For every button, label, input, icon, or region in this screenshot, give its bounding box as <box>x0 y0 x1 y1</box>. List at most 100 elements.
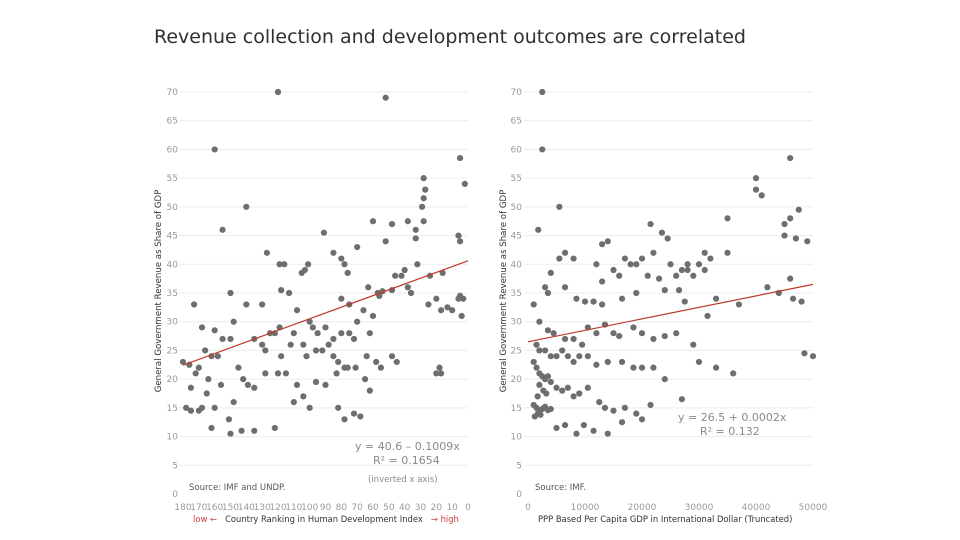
left-x-tick-label: 120 <box>269 503 286 513</box>
left-x-tick-label: 30 <box>415 503 427 513</box>
scatter-point <box>214 353 221 360</box>
right-y-tick-label: 45 <box>511 232 522 242</box>
scatter-point <box>647 220 654 228</box>
scatter-point <box>225 416 233 423</box>
scatter-point <box>192 370 199 377</box>
scatter-point <box>616 272 623 279</box>
scatter-point <box>593 330 600 337</box>
right-y-tick-label: 20 <box>511 375 523 385</box>
scatter-point <box>584 384 591 391</box>
left-x-tick-label: 10 <box>446 503 458 513</box>
scatter-point <box>535 226 542 233</box>
scatter-point <box>781 220 788 228</box>
scatter-point <box>553 353 560 360</box>
scatter-point <box>547 353 554 360</box>
scatter-point <box>658 229 666 236</box>
scatter-point <box>420 195 427 202</box>
scatter-point <box>618 295 626 302</box>
scatter-point <box>533 341 540 348</box>
right-y-tick-label: 60 <box>511 145 523 155</box>
scatter-point <box>360 307 367 314</box>
scatter-point <box>633 410 640 417</box>
scatter-point <box>262 347 269 354</box>
scatter-point <box>537 411 544 418</box>
scatter-point <box>701 266 708 274</box>
left-y-tick-label: 5 <box>172 461 178 471</box>
scatter-point <box>350 335 358 343</box>
scatter-point <box>787 215 794 222</box>
left-y-tick-label: 50 <box>167 203 179 213</box>
scatter-point <box>382 94 389 101</box>
scatter-point <box>593 361 600 368</box>
scatter-point <box>227 430 234 437</box>
scatter-point <box>322 381 329 388</box>
scatter-point <box>789 295 797 302</box>
left-y-tick-label: 10 <box>167 433 179 443</box>
scatter-point <box>584 353 591 360</box>
scatter-point <box>183 404 190 411</box>
scatter-point <box>338 255 345 262</box>
scatter-point <box>650 364 657 371</box>
scatter-point <box>344 269 351 276</box>
left-gridlines <box>179 91 468 466</box>
scatter-point <box>287 341 294 348</box>
scatter-point <box>661 376 668 383</box>
scatter-point <box>630 364 637 371</box>
scatter-point <box>377 364 385 371</box>
left-x-tick-label: 180 <box>174 503 191 513</box>
scatter-point <box>539 88 546 96</box>
scatter-point <box>369 312 377 320</box>
scatter-point <box>667 261 674 268</box>
scatter-point <box>534 393 541 400</box>
scatter-point <box>217 381 225 388</box>
scatter-point <box>373 358 380 366</box>
scatter-point <box>701 249 708 256</box>
scatter-point <box>285 289 293 297</box>
scatter-point <box>259 301 266 308</box>
scatter-point <box>330 335 337 343</box>
left-x-tick-label: 100 <box>301 503 318 513</box>
scatter-point <box>570 335 577 343</box>
right-gridlines <box>524 91 813 466</box>
scatter-point <box>306 318 313 325</box>
scatter-point <box>312 347 320 354</box>
scatter-point <box>202 347 209 354</box>
scatter-point <box>433 295 440 302</box>
scatter-point <box>263 249 271 256</box>
scatter-point <box>599 301 606 308</box>
scatter-point <box>437 370 445 377</box>
scatter-point <box>713 295 720 302</box>
scatter-point <box>314 330 321 337</box>
scatter-point <box>412 235 419 242</box>
scatter-point <box>341 416 348 423</box>
scatter-point <box>707 255 714 262</box>
scatter-point <box>553 424 560 432</box>
scatter-point <box>644 272 651 279</box>
right-equation: y = 26.5 + 0.0002x <box>678 411 787 424</box>
scatter-point <box>198 404 206 411</box>
scatter-point <box>704 312 711 320</box>
chart-left: 0 5 10 15 20 25 30 35 40 45 50 55 60 65 70 18017016015… <box>154 88 471 524</box>
right-x-tick-label: 40000 <box>742 503 771 513</box>
scatter-point <box>235 364 242 371</box>
scatter-point <box>531 413 538 420</box>
scatter-point <box>781 232 788 239</box>
left-r-squared: R² = 0.1654 <box>373 454 440 467</box>
scatter-point <box>550 330 557 337</box>
scatter-point <box>678 266 686 274</box>
scatter-point <box>219 335 226 343</box>
scatter-point <box>238 427 245 434</box>
scatter-point <box>530 301 537 308</box>
scatter-point <box>690 272 697 279</box>
scatter-point <box>798 298 805 305</box>
scatter-point <box>330 249 337 256</box>
left-x-tick-label: 160 <box>206 503 223 513</box>
scatter-point <box>456 154 464 162</box>
scatter-point <box>553 384 560 391</box>
left-y-ticks: 0 5 10 15 20 25 30 35 40 45 50 55 60 65 70 <box>167 88 179 500</box>
left-y-tick-label: 30 <box>167 318 179 328</box>
scatter-point <box>388 220 396 228</box>
scatter-point <box>281 261 288 268</box>
scatter-point <box>300 393 307 400</box>
